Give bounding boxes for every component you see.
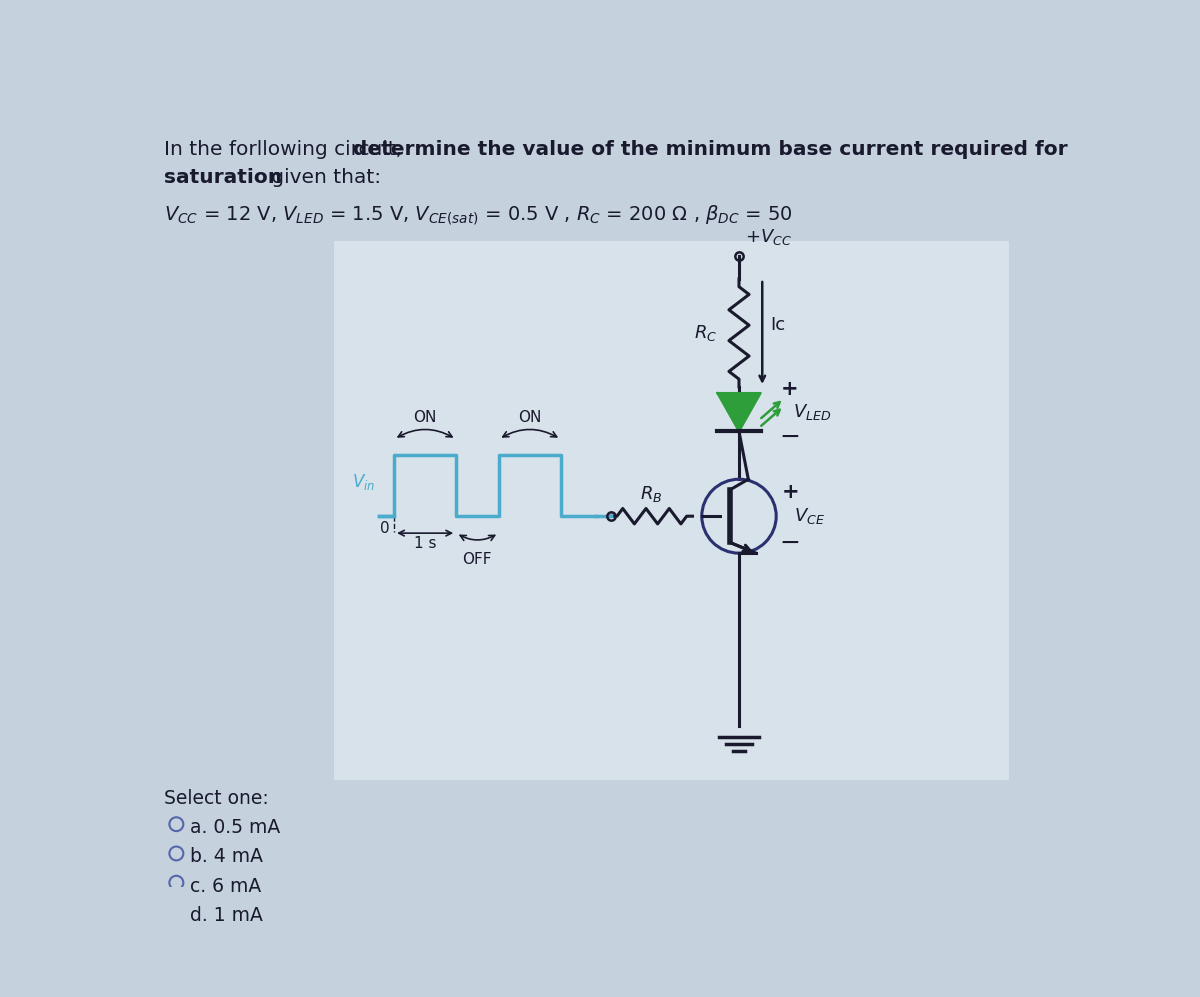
- Text: Ic: Ic: [770, 316, 785, 334]
- Text: $R_B$: $R_B$: [641, 484, 662, 503]
- Text: $V_{in}$: $V_{in}$: [352, 473, 374, 493]
- Text: +: +: [780, 379, 798, 399]
- Text: saturation: saturation: [164, 168, 282, 187]
- Text: ON: ON: [518, 411, 541, 426]
- Text: Select one:: Select one:: [164, 789, 269, 808]
- Text: c. 6 mA: c. 6 mA: [191, 876, 262, 895]
- Polygon shape: [718, 393, 761, 432]
- Text: $R_C$: $R_C$: [694, 323, 718, 343]
- Text: +: +: [781, 482, 799, 501]
- Text: $+V_{CC}$: $+V_{CC}$: [745, 226, 792, 246]
- Text: given that:: given that:: [265, 168, 380, 187]
- Text: In the forllowing circuit,: In the forllowing circuit,: [164, 141, 408, 160]
- Text: OFF: OFF: [462, 551, 492, 566]
- Text: $V_{LED}$: $V_{LED}$: [793, 402, 832, 423]
- Text: −: −: [780, 531, 800, 555]
- Text: 1 s: 1 s: [414, 536, 437, 551]
- Text: $V_{CE}$: $V_{CE}$: [794, 506, 826, 526]
- Text: ON: ON: [414, 411, 437, 426]
- Text: a. 0.5 mA: a. 0.5 mA: [191, 818, 281, 837]
- Text: b. 4 mA: b. 4 mA: [191, 847, 263, 866]
- Text: determine the value of the minimum base current required for: determine the value of the minimum base …: [353, 141, 1068, 160]
- Bar: [335, 240, 1009, 780]
- Text: 0: 0: [380, 520, 390, 535]
- Text: −: −: [779, 425, 800, 449]
- Text: $V_{CC}$ = 12 V, $V_{LED}$ = 1.5 V, $V_{CE(sat)}$ = 0.5 V , $R_C$ = 200 Ω , $β_{: $V_{CC}$ = 12 V, $V_{LED}$ = 1.5 V, $V_{…: [164, 203, 792, 226]
- Text: d. 1 mA: d. 1 mA: [191, 906, 263, 925]
